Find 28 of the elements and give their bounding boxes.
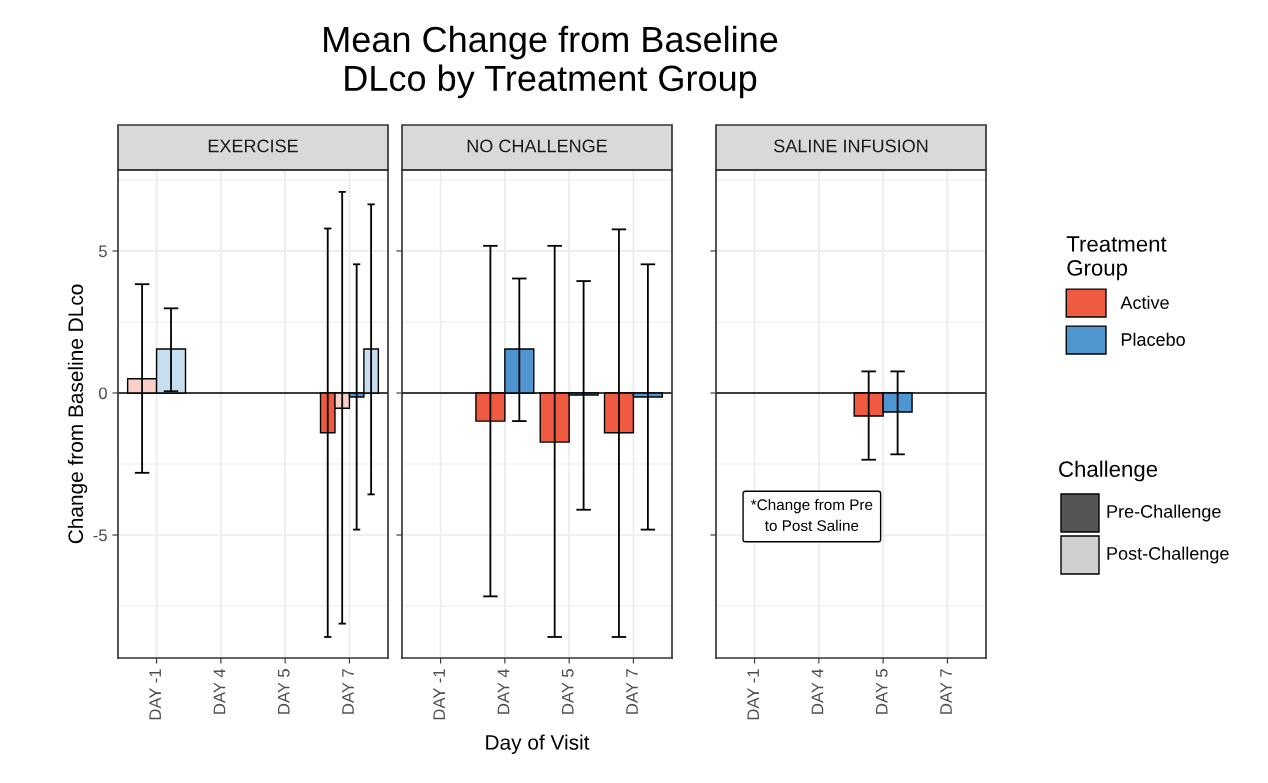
x-tick-label: DAY 7 — [940, 669, 952, 714]
x-axis-title: Day of Visit — [486, 734, 590, 754]
x-tick-label: DAY 4 — [213, 668, 226, 714]
x-tick-label: DAY -1 — [747, 669, 759, 720]
legend-title: Treatment Group — [1066, 236, 1167, 281]
annotation: *Change from Pre to Post Saline — [750, 498, 873, 532]
text: Challenge — [1059, 460, 1158, 482]
legend-label: Placebo — [1121, 332, 1185, 346]
y-tick-label: 5 — [98, 245, 107, 258]
x-tick-label: DAY 7 — [626, 669, 638, 714]
y-tick-label: -5 — [93, 529, 107, 542]
x-tick-label: DAY -1 — [433, 669, 445, 720]
text: Post-Challenge — [1107, 546, 1229, 564]
x-tick-label: DAY 5 — [561, 669, 574, 714]
x-tick-label: DAY 7 — [342, 669, 354, 714]
x-tick-label: DAY 4 — [811, 668, 824, 714]
y-tick-label: 0 — [98, 387, 107, 400]
text: Mean Change from Baseline DLco by Treatment Group — [324, 25, 778, 99]
x-tick-label: DAY -1 — [149, 669, 161, 720]
x-tick-label: DAY 5 — [277, 669, 290, 714]
chart-subtitle: SALINE INFUSION — [774, 139, 928, 153]
x-tick-label: DAY 5 — [875, 669, 888, 714]
legend-label: Active — [1120, 295, 1169, 310]
y-axis-title: Change from Baseline DLco — [67, 284, 88, 544]
chart-subtitle: NO CHALLENGE — [467, 139, 607, 153]
text: Pre-Challenge — [1107, 504, 1221, 522]
chart-subtitle: EXERCISE — [208, 139, 298, 153]
x-tick-label: DAY 4 — [497, 668, 510, 714]
